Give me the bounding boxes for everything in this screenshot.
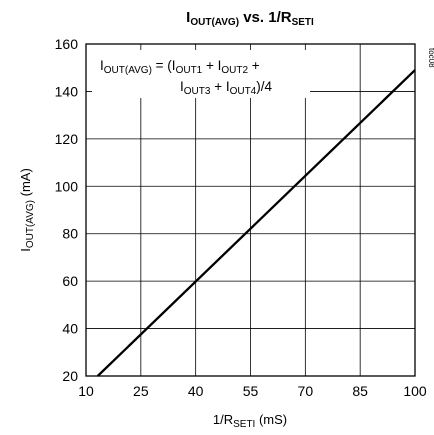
x-tick-label: 70 [298,383,314,399]
series-line [96,69,416,377]
plot-frame [85,43,416,377]
x-tick-label: 10 [78,383,94,399]
y-tick-label: 100 [55,178,79,194]
y-tick-labels: 20 40 60 80 100 120 140 160 [55,36,79,384]
x-tick-label: 25 [133,383,149,399]
y-tick-label: 120 [55,131,79,147]
x-tick-label: 40 [188,383,204,399]
x-tick-labels: 10 25 40 55 70 85 100 [78,383,427,399]
y-axis-label: IOUT(AVG) (mA) [18,168,36,252]
annotation-line-1: IOUT(AVG) = (IOUT1 + IOUT2 + [100,58,260,76]
figure-code: toc08 [427,48,434,68]
x-tick-label: 85 [352,383,368,399]
x-tick-label: 55 [243,383,259,399]
formula-annotation: IOUT(AVG) = (IOUT1 + IOUT2 + IOUT3 + IOU… [92,50,310,98]
x-axis-label: 1/RSETI (mS) [213,412,287,430]
y-tick-label: 160 [55,36,79,52]
y-tick-label: 40 [62,321,78,337]
y-tick-label: 140 [55,83,79,99]
annotation-background [92,50,310,98]
y-tick-label: 20 [62,368,78,384]
chart-title: IOUT(AVG) vs. 1/RSETI [186,9,314,28]
x-tick-label: 100 [403,383,427,399]
series [96,69,416,377]
y-tick-label: 80 [62,226,78,242]
y-tick-label: 60 [62,273,78,289]
annotation-line-2: IOUT3 + IOUT4)/4 [180,79,272,97]
